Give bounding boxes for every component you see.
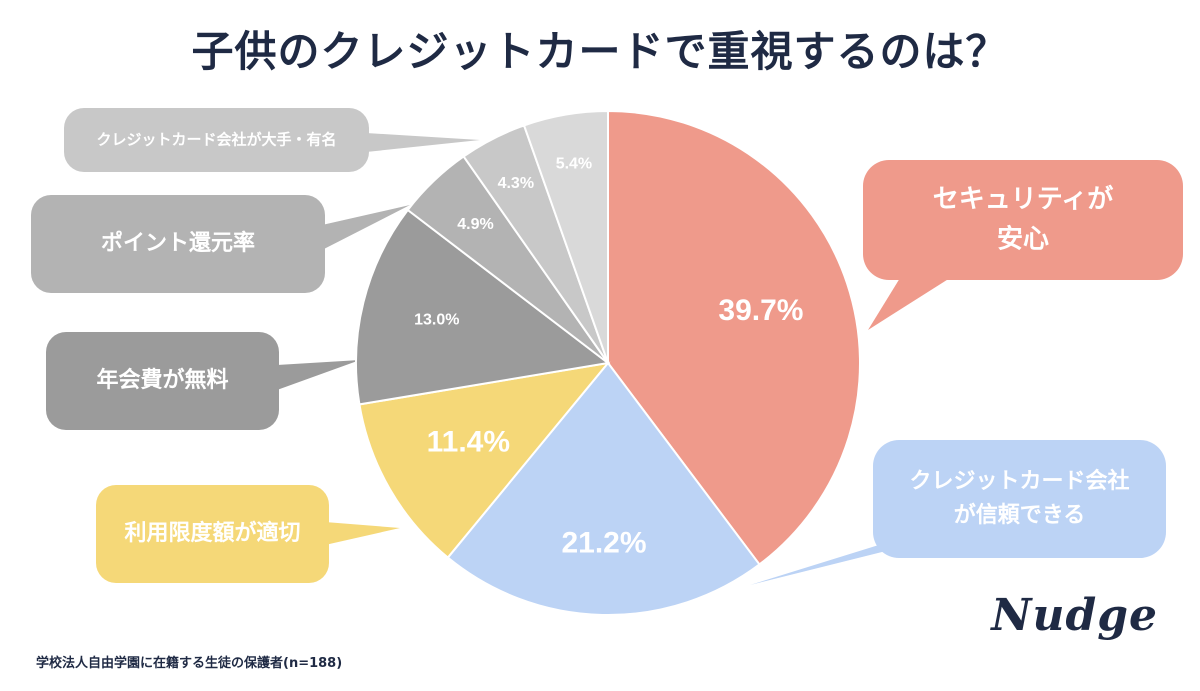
chart-title: 子供のクレジットカードで重視するのは？ xyxy=(191,27,1009,76)
callout-bubble: クレジットカード会社が大手・有名 xyxy=(64,108,480,172)
callout-bubble: ポイント還元率 xyxy=(31,195,410,293)
pie-slice xyxy=(358,361,611,559)
slice-value-label: 21.2% xyxy=(561,526,646,559)
callout-label: 利用限度額が適切 xyxy=(124,520,300,546)
callout-label: セキュリティが xyxy=(933,183,1113,214)
callout-label: が信頼できる xyxy=(954,502,1086,528)
callout-pointer xyxy=(366,133,480,152)
footnote: 学校法人自由学園に在籍する生徒の保護者(n=188) xyxy=(36,656,343,671)
callout-label: クレジットカード会社 xyxy=(909,468,1129,494)
callout-pointer xyxy=(277,360,360,390)
callout-pointer xyxy=(868,278,950,330)
callout-box xyxy=(873,440,1166,558)
callout-bubble: 年会費が無料 xyxy=(46,332,360,430)
callout-bubble: 利用限度額が適切 xyxy=(96,485,400,583)
nudge-logo: Nudge xyxy=(991,590,1158,641)
slice-value-label: 4.9% xyxy=(457,216,493,233)
pie-slice xyxy=(607,109,861,566)
callout-label: 安心 xyxy=(997,225,1049,255)
pie-slice xyxy=(522,109,609,364)
slice-layer xyxy=(355,109,861,616)
callout-pointer xyxy=(322,205,410,250)
slice-value-label: 13.0% xyxy=(414,312,459,329)
callout-label: ポイント還元率 xyxy=(101,230,255,256)
slice-value-label: 39.7% xyxy=(718,294,803,327)
callout-label: 年会費が無料 xyxy=(96,367,228,393)
pie-slice xyxy=(355,208,611,406)
callout-box xyxy=(863,160,1183,280)
slice-value-label: 11.4% xyxy=(427,426,510,459)
value-label-layer: 39.7% 21.2% 11.4% 13.0% 4.9% 4.3% 5.4% xyxy=(414,156,803,560)
callout-box xyxy=(31,195,325,293)
slice-value-label: 4.3% xyxy=(498,175,534,192)
callout-box xyxy=(64,108,369,172)
slice-value-label: 5.4% xyxy=(556,156,592,173)
pie-slice xyxy=(446,361,761,616)
callout-pointer xyxy=(325,522,400,545)
callout-box xyxy=(46,332,279,430)
callout-label: クレジットカード会社が大手・有名 xyxy=(96,131,336,149)
callout-box xyxy=(96,485,329,583)
